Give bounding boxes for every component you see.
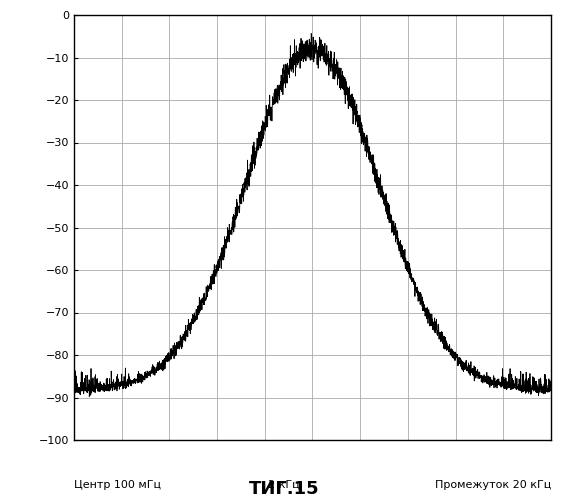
Text: Промежуток 20 кГц: Промежуток 20 кГц <box>435 480 551 490</box>
Text: ΤИГ.15: ΤИГ.15 <box>249 480 319 498</box>
Text: 2 кГц: 2 кГц <box>268 480 300 490</box>
Text: Центр 100 мГц: Центр 100 мГц <box>74 480 161 490</box>
